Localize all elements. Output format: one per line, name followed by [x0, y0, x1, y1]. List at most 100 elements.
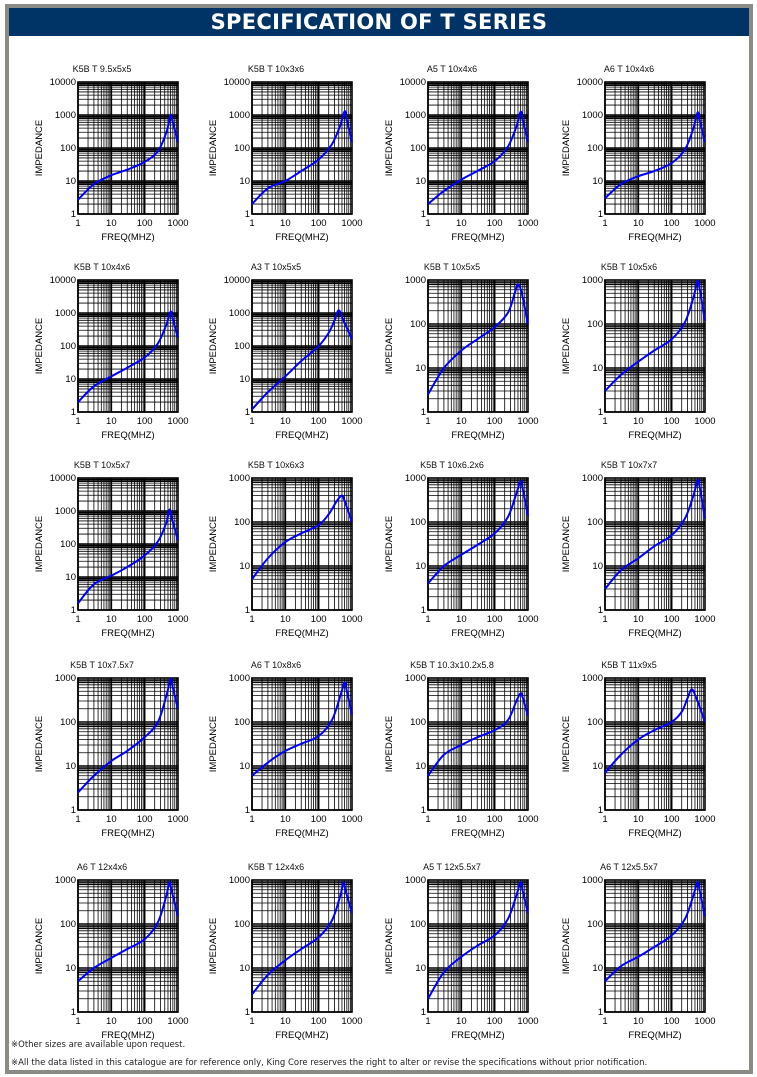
- y-axis-label: IMPEDANCE: [561, 516, 572, 572]
- impedance-chart: K5B T 10x3x6 1 10 100 1000 1 10 100 1000 10000 FRE…: [186, 58, 366, 248]
- y-tick-label: 100: [410, 319, 426, 330]
- chart-svg: 1 10 100 1000 1 10 100 1000 10000 FREQ(MHZ) IMPEDA…: [384, 77, 539, 243]
- chart-title: K5B T 10x7.5x7: [70, 660, 134, 670]
- y-tick-label: 100: [60, 539, 76, 550]
- x-tick-label: 1000: [517, 416, 538, 427]
- x-axis-label: FREQ(MHZ): [628, 430, 681, 441]
- chart-title: K5B T 10x5x5: [423, 262, 481, 272]
- x-axis-label: FREQ(MHZ): [275, 232, 328, 243]
- x-tick-label: 1000: [694, 416, 715, 427]
- chart-svg: 1 10 100 1000 1 10 100 1000 10000 FREQ(MHZ) IMPEDA…: [208, 275, 363, 441]
- impedance-chart: K5B T 10x7.5x7 1 10 100 1000 1 10 100 1000 FREQ(M…: [12, 654, 192, 844]
- y-tick-label: 10: [65, 572, 76, 583]
- x-tick-label: 10: [280, 1016, 291, 1027]
- x-tick-label: 1000: [341, 1016, 362, 1027]
- y-axis-label: IMPEDANCE: [384, 716, 395, 772]
- x-tick-label: 100: [664, 416, 680, 427]
- y-tick-label: 1000: [582, 275, 603, 286]
- x-tick-label: 100: [664, 218, 680, 229]
- y-tick-label: 1: [421, 805, 426, 816]
- y-axis-label: IMPEDANCE: [384, 516, 395, 572]
- y-tick-label: 1000: [55, 875, 76, 886]
- y-tick-label: 100: [234, 143, 250, 154]
- y-tick-label: 1000: [582, 875, 603, 886]
- x-tick-label: 100: [664, 814, 680, 825]
- x-tick-label: 10: [456, 1016, 467, 1027]
- x-tick-label: 1: [75, 1016, 80, 1027]
- y-tick-label: 1000: [55, 673, 76, 684]
- plot-frame: [77, 879, 179, 1013]
- x-axis-label: FREQ(MHZ): [275, 430, 328, 441]
- x-tick-label: 10: [106, 218, 117, 229]
- x-tick-label: 1000: [167, 218, 188, 229]
- x-tick-label: 10: [106, 814, 117, 825]
- impedance-chart: K5B T 10x4x6 1 10 100 1000 1 10 100 1000 10000 FRE…: [12, 256, 192, 446]
- y-tick-label: 1000: [582, 110, 603, 121]
- y-tick-label: 1000: [229, 308, 250, 319]
- chart-title: A5 T 10x4x6: [426, 64, 478, 74]
- y-tick-label: 10: [239, 561, 250, 572]
- chart-title: K5B T 10x5x7: [73, 460, 131, 470]
- chart-svg: 1 10 100 1000 1 10 100 1000 10000 FREQ(MHZ) IMPEDA…: [34, 275, 189, 441]
- x-tick-label: 1000: [341, 218, 362, 229]
- x-tick-label: 100: [311, 814, 327, 825]
- impedance-curve: [604, 111, 706, 200]
- x-axis-label: FREQ(MHZ): [628, 628, 681, 639]
- y-tick-label: 1000: [405, 110, 426, 121]
- y-tick-label: 1: [71, 407, 76, 418]
- y-tick-label: 100: [587, 143, 603, 154]
- y-axis-label: IMPEDANCE: [34, 918, 45, 974]
- impedance-chart: K5B T 10x6.2x6 1 10 100 1000 1 10 100 1000 FREQ(M…: [362, 454, 542, 644]
- plot-frame: [427, 677, 529, 811]
- y-tick-label: 1: [421, 605, 426, 616]
- chart-svg: 1 10 100 1000 1 10 100 1000 FREQ(MHZ) IMPEDANCE: [384, 473, 539, 639]
- x-tick-label: 1000: [694, 814, 715, 825]
- x-axis-label: FREQ(MHZ): [451, 828, 504, 839]
- y-axis-label: IMPEDANCE: [208, 716, 219, 772]
- x-axis-label: FREQ(MHZ): [101, 828, 154, 839]
- y-tick-label: 10: [65, 176, 76, 187]
- chart-title: K5B T 10.3x10.2x5.8: [410, 660, 494, 670]
- chart-svg: 1 10 100 1000 1 10 100 1000 FREQ(MHZ) IMPEDANCE: [208, 875, 363, 1041]
- x-axis-label: FREQ(MHZ): [451, 628, 504, 639]
- y-tick-label: 1: [598, 605, 603, 616]
- y-axis-label: IMPEDANCE: [384, 120, 395, 176]
- y-tick-label: 1: [245, 407, 250, 418]
- y-tick-label: 100: [587, 517, 603, 528]
- x-tick-label: 100: [487, 416, 503, 427]
- plot-frame: [77, 279, 179, 413]
- y-tick-label: 1: [245, 209, 250, 220]
- impedance-curve: [427, 480, 529, 585]
- x-axis-label: FREQ(MHZ): [101, 232, 154, 243]
- y-tick-label: 10000: [224, 275, 250, 286]
- y-tick-label: 1000: [405, 473, 426, 484]
- chart-svg: 1 10 100 1000 1 10 100 1000 10000 FREQ(MHZ) IMPEDA…: [208, 77, 363, 243]
- impedance-chart: K5B T 10x6x3 1 10 100 1000 1 10 100 1000 FREQ(MHZ…: [186, 454, 366, 644]
- x-axis-label: FREQ(MHZ): [275, 828, 328, 839]
- x-tick-label: 100: [311, 218, 327, 229]
- y-tick-label: 1: [245, 805, 250, 816]
- chart-svg: 1 10 100 1000 1 10 100 1000 FREQ(MHZ) IMPEDANCE: [384, 275, 539, 441]
- y-tick-label: 10: [592, 963, 603, 974]
- y-tick-label: 10: [239, 761, 250, 772]
- chart-title: K5B T 10x3x6: [247, 64, 305, 74]
- y-tick-label: 100: [587, 919, 603, 930]
- x-axis-label: FREQ(MHZ): [451, 232, 504, 243]
- x-tick-label: 1000: [167, 814, 188, 825]
- x-tick-label: 1000: [694, 218, 715, 229]
- x-tick-label: 1000: [167, 416, 188, 427]
- impedance-chart: A5 T 10x4x6 1 10 100 1000 1 10 100 1000 10000 FREQ…: [362, 58, 542, 248]
- impedance-chart: K5B T 10.3x10.2x5.8 1 10 100 1000 1 10 100 1000 F…: [362, 654, 542, 844]
- x-tick-label: 1: [75, 814, 80, 825]
- x-tick-label: 10: [280, 614, 291, 625]
- y-tick-label: 10: [415, 176, 426, 187]
- x-tick-label: 1: [75, 416, 80, 427]
- y-tick-label: 1: [421, 1007, 426, 1018]
- plot-frame: [251, 279, 353, 413]
- x-tick-label: 1: [602, 416, 607, 427]
- x-axis-label: FREQ(MHZ): [101, 1030, 154, 1041]
- y-tick-label: 10: [239, 374, 250, 385]
- x-tick-label: 10: [633, 218, 644, 229]
- y-tick-label: 10000: [50, 77, 76, 88]
- y-tick-label: 10: [65, 374, 76, 385]
